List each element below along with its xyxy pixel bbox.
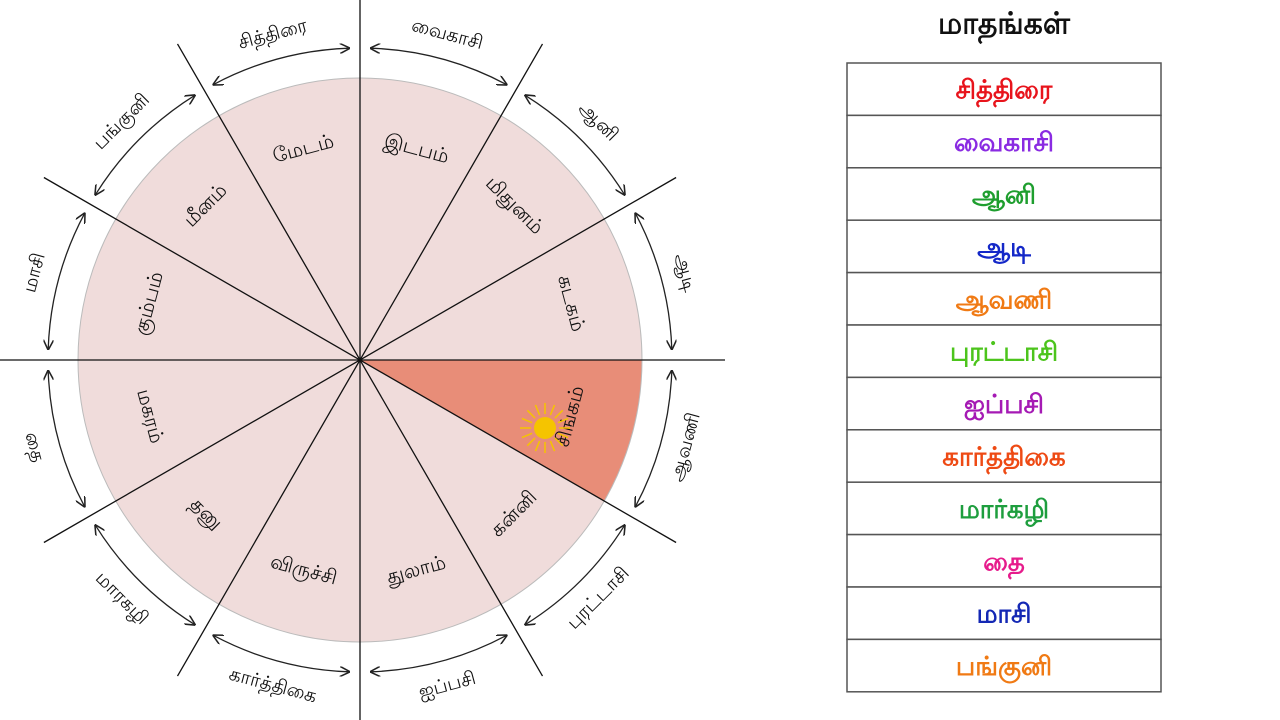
month-label: ஆடி [670, 251, 701, 295]
sun-ray [549, 404, 556, 416]
month-label: புரட்டாசி [562, 562, 633, 633]
sun-ray [526, 409, 536, 419]
month-name: சித்திரை [956, 76, 1053, 108]
sector [219, 78, 360, 360]
table-row [846, 638, 1162, 693]
sector [78, 360, 360, 501]
sun-ray [549, 440, 556, 452]
table-row [846, 586, 1162, 641]
month-arrow [214, 48, 350, 84]
month-label: ஆனி [574, 97, 623, 146]
sector [360, 360, 501, 642]
month-name: பங்குனி [956, 652, 1052, 684]
month-arrow [214, 635, 350, 671]
month-name: வைகாசி [954, 128, 1054, 158]
month-arrow [48, 214, 84, 350]
sun-ray [521, 432, 533, 439]
month-arrow [95, 95, 194, 194]
sun-ray [557, 432, 569, 439]
table-row [846, 324, 1162, 379]
month-name: கார்த்திகை [942, 443, 1066, 475]
sun-ray [557, 417, 569, 424]
sector [78, 219, 360, 360]
month-label: தை [19, 430, 49, 465]
sector [360, 78, 501, 360]
sun-ray [554, 437, 564, 447]
month-label: மாசி [18, 250, 50, 294]
month-label: மாரகழி [90, 567, 153, 630]
month-label: கார்த்திகை [226, 663, 319, 709]
months-table: மாதங்கள் சித்திரை வைகாசி ஆனி ஆடி ஆவணி புரட்டாச… [846, 7, 1162, 693]
sun-ray [534, 404, 541, 416]
table-title: மாதங்கள் [938, 7, 1071, 45]
month-label: சித்திரை [236, 14, 310, 55]
month-arrow [95, 525, 194, 624]
month-arrow [371, 635, 507, 671]
month-name: புரட்டாசி [950, 338, 1058, 368]
table-row [846, 219, 1162, 274]
month-label: ஆவணி [665, 410, 704, 484]
sector [360, 219, 642, 360]
divider-line [176, 43, 544, 677]
month-name: தை [983, 547, 1025, 579]
zodiac-wheel: மேடம் இடபம்மிதுனம்கடகம்சிங்கம்கன்னிதுலாம்… [0, 0, 725, 720]
table-row [846, 376, 1162, 431]
month-name: ஆனி [972, 181, 1036, 212]
month-arrow [635, 371, 671, 507]
month-name: மார்கழி [959, 495, 1049, 527]
month-name: ஆடி [977, 233, 1031, 265]
sun-ray [554, 409, 564, 419]
sector [360, 360, 642, 501]
month-arrow [635, 214, 671, 350]
table-row [846, 533, 1162, 588]
month-label: வைகாசி [409, 14, 485, 54]
sun-ray [534, 440, 541, 452]
month-label: பங்குனி [89, 89, 155, 155]
month-name: ஆவணி [956, 285, 1052, 316]
table-row [846, 481, 1162, 536]
month-arrow [48, 371, 84, 507]
sun [534, 417, 556, 439]
table-row [846, 429, 1162, 483]
sun-ray [526, 437, 536, 447]
month-label: ஐப்பசி [416, 667, 478, 703]
month-name: மாசி [977, 600, 1032, 630]
month-arrow [525, 525, 624, 624]
sun-ray [521, 417, 533, 424]
month-arrow [525, 95, 624, 194]
sector [219, 360, 360, 642]
table-row [846, 62, 1162, 117]
month-arrow [371, 48, 507, 84]
month-name: ஐப்பசி [964, 390, 1044, 421]
